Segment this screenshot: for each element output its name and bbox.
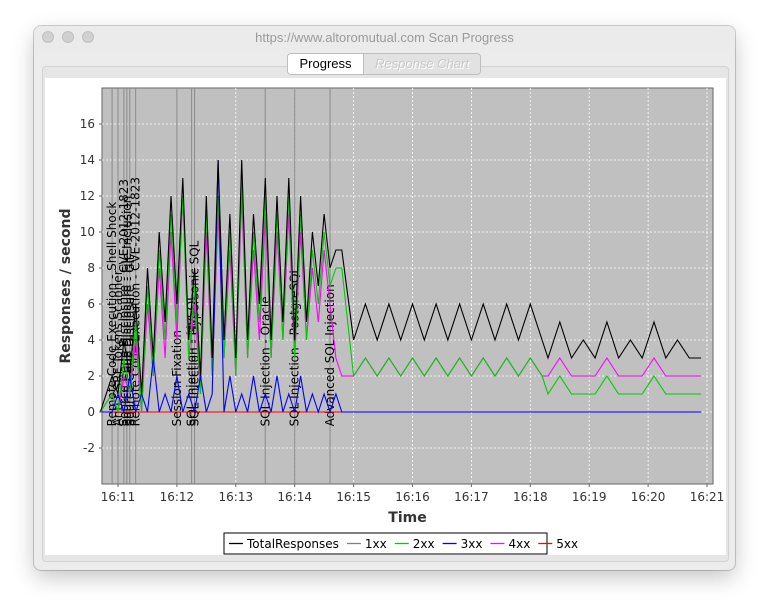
x-tick-label: 16:14: [277, 490, 312, 504]
y-axis-label: Responses / second: [58, 209, 74, 364]
legend: TotalResponses 1xx 2xx 3xx 4xx 5xx: [223, 532, 578, 555]
minimize-window-button[interactable]: [62, 31, 74, 43]
legend-entry: 1xx: [365, 537, 387, 551]
x-tick-label: 16:17: [454, 490, 489, 504]
legend-entry: 4xx: [508, 537, 530, 551]
y-tick-label: 2: [87, 369, 95, 383]
legend-entry: 3xx: [461, 537, 483, 551]
title-bar: https://www.altoromutual.com Scan Progre…: [34, 26, 735, 50]
window-title: https://www.altoromutual.com Scan Progre…: [255, 30, 514, 45]
x-tick-label: 16:19: [572, 490, 607, 504]
annotation-label: SQL Injection - Oracle: [258, 296, 272, 426]
x-tick-label: 16:15: [336, 490, 371, 504]
chart-container: Remote Code Execution - Shell Shock Anti …: [45, 78, 726, 555]
x-tick-label: 16:21: [690, 490, 725, 504]
series-line-4xx: [99, 195, 702, 413]
annotation-label: Advanced SQL Injection: [323, 284, 337, 426]
x-tick-label: 16:20: [631, 490, 666, 504]
annotation-label: Remote Code Execution - Shell Shock: [105, 202, 119, 427]
y-tick-label: 4: [87, 333, 95, 347]
x-tick-label: 16:13: [219, 490, 254, 504]
legend-entry: 2xx: [413, 537, 435, 551]
legend-entry: TotalResponses: [246, 537, 339, 551]
y-tick-label: 6: [87, 297, 95, 311]
series-line-3xx: [100, 159, 702, 414]
y-tick-label: 0: [87, 405, 95, 419]
y-tick-label: -2: [83, 441, 95, 455]
x-tick-label: 16:18: [513, 490, 548, 504]
tab-bar: Progress Response Chart: [287, 53, 481, 75]
annotation-label: SQL Injection - Hypersonic SQL: [188, 240, 202, 426]
y-tick-label: 14: [80, 153, 95, 167]
tab-response-chart[interactable]: Response Chart: [364, 54, 480, 74]
close-window-button[interactable]: [42, 31, 54, 43]
x-tick-label: 16:16: [395, 490, 430, 504]
tab-progress[interactable]: Progress: [288, 54, 364, 74]
response-chart: Remote Code Execution - Shell ShockAnti …: [58, 87, 725, 555]
y-tick-label: 10: [80, 225, 95, 239]
series-line-2xx: [99, 177, 702, 413]
y-tick-label: 16: [80, 117, 95, 131]
x-tick-label: 16:11: [101, 490, 136, 504]
x-tick-label: 16:12: [160, 490, 195, 504]
legend-entry: 5xx: [556, 537, 578, 551]
zoom-window-button[interactable]: [82, 31, 94, 43]
x-axis-label: Time: [388, 510, 426, 526]
y-tick-label: 8: [87, 261, 95, 275]
y-tick-label: 12: [80, 189, 95, 203]
scan-progress-window: https://www.altoromutual.com Scan Progre…: [34, 26, 735, 570]
series-line-totalresponses: [99, 159, 702, 413]
